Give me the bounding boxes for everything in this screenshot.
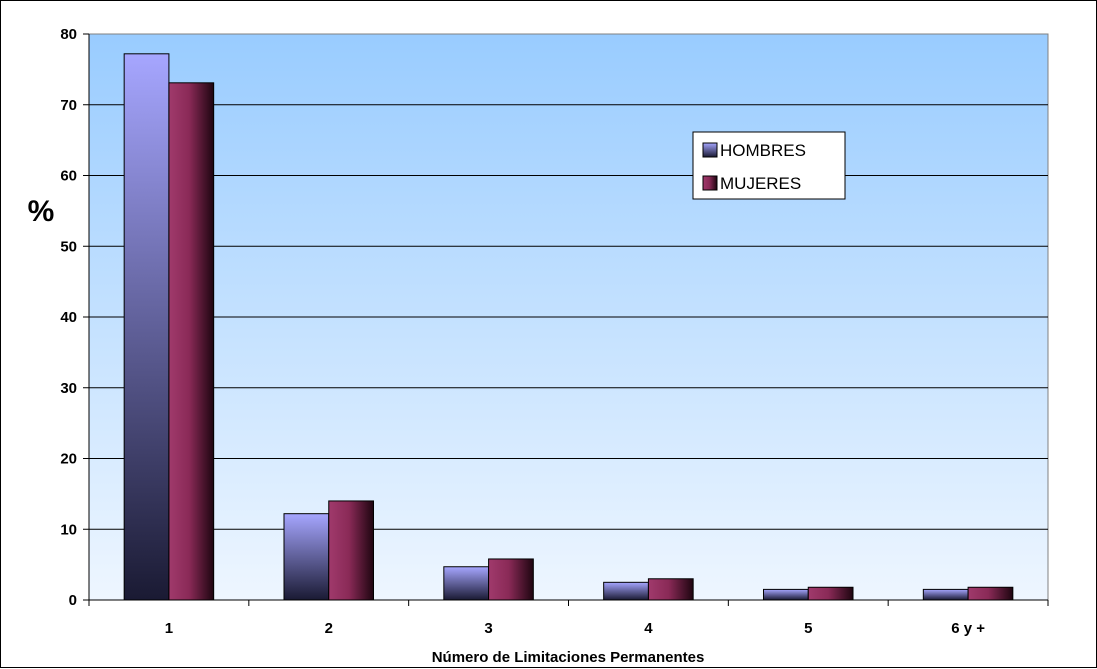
x-tick-labels: 1 2 3 4 5 6 y + [165,620,985,637]
x-axis-title: Número de Limitaciones Permanentes [432,649,705,666]
y-axis-label: % [28,195,55,228]
legend-swatch-mujeres [702,175,718,191]
x-tick-label: 4 [644,620,653,637]
y-tick-label: 80 [60,26,77,43]
x-tick-label: 3 [484,620,492,637]
y-tick-labels: 0 10 20 30 40 50 60 70 80 [60,26,77,609]
legend-box [692,131,846,200]
legend-label-mujeres: MUJERES [720,174,801,193]
legend: HOMBRES MUJERES [692,131,846,200]
y-tick-label: 60 [60,168,77,185]
bar-hombres-3 [443,566,490,601]
x-tick-label: 6 y + [951,620,985,637]
bar-mujeres-3 [488,558,534,601]
bar-hombres-6 [922,588,969,601]
bars [123,53,1014,601]
axes [83,33,1049,606]
x-tick-label: 2 [325,620,333,637]
x-tick-label: 1 [165,620,173,637]
legend-label-hombres: HOMBRES [720,141,806,160]
bar-mujeres-1 [168,82,215,601]
legend-swatch-hombres [702,142,718,158]
y-tick-label: 50 [60,238,77,255]
x-tick-label: 5 [804,620,812,637]
bar-hombres-4 [603,581,649,601]
bar-mujeres-6 [967,586,1014,601]
y-tick-label: 0 [69,592,77,609]
bar-hombres-5 [762,588,809,601]
y-tick-label: 40 [60,309,77,326]
y-tick-label: 30 [60,380,77,397]
y-tick-label: 10 [60,521,77,538]
bar-mujeres-4 [647,578,694,601]
gridlines [89,104,1048,530]
y-tick-label: 20 [60,451,77,468]
y-tick-label: 70 [60,97,77,114]
bar-hombres-1 [123,53,170,601]
bar-hombres-2 [283,513,330,601]
bar-mujeres-5 [807,586,854,601]
bar-mujeres-2 [328,500,375,601]
